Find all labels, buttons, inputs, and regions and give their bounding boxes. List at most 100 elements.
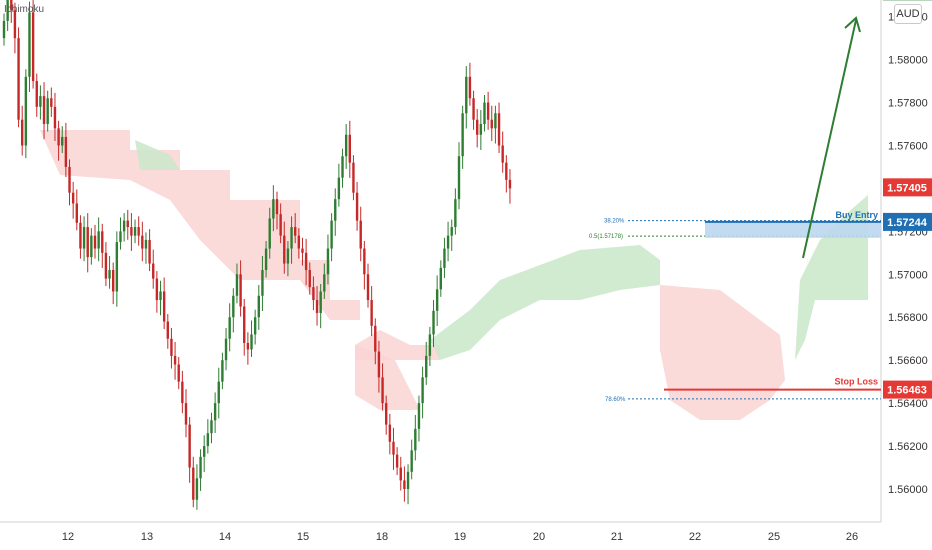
candle-body (483, 102, 486, 125)
price-tick-label: 1.56800 (888, 312, 928, 324)
candle-body (46, 98, 49, 125)
candle-body (268, 218, 271, 249)
price-tag-bg (883, 380, 932, 399)
stop-loss-label: Stop Loss (834, 377, 878, 387)
candle-body (355, 192, 359, 221)
candle-body (192, 467, 195, 500)
candle-body (224, 338, 228, 361)
currency-button[interactable]: AUD (894, 4, 922, 24)
candle-body (235, 274, 239, 296)
candle-body (410, 450, 413, 472)
candle-body (188, 424, 191, 468)
candle-body (64, 136, 68, 167)
candle-body (53, 106, 57, 129)
candle-body (126, 220, 129, 228)
date-tick-label: 15 (297, 531, 309, 543)
candle-body (403, 480, 406, 489)
date-tick-label: 26 (846, 531, 858, 543)
candle-body (90, 235, 93, 258)
candle-body (31, 12, 35, 82)
candle-body (388, 424, 392, 442)
price-tag: 1.57405 (883, 178, 932, 197)
candle-body (28, 12, 31, 77)
candle-body (468, 76, 472, 99)
candle-body (283, 235, 286, 264)
fib-label: 0.5(1.57178) (589, 234, 623, 240)
candle-body (279, 214, 282, 236)
candle-body (137, 227, 140, 236)
price-tag: 1.57244 (883, 212, 932, 231)
candle-body (206, 433, 210, 447)
candle-body (21, 119, 24, 146)
candle-body (359, 220, 362, 249)
candle-body (352, 162, 355, 193)
fib-label: 38.20% (604, 219, 625, 225)
candle-body (199, 456, 202, 479)
candle-body (308, 270, 311, 288)
projection-arrow (802, 19, 857, 259)
candle-body (476, 119, 479, 135)
candle-body (50, 98, 53, 107)
candle-body (57, 128, 60, 146)
candle-body (166, 321, 169, 339)
candle-body (312, 287, 315, 301)
candle-body (246, 343, 250, 350)
candle-body (177, 364, 180, 382)
candle-body (17, 38, 20, 120)
candle-body (486, 102, 490, 120)
candle-body (13, 10, 17, 39)
candle-body (257, 295, 260, 318)
candle-body (133, 227, 137, 236)
candle-body (461, 113, 464, 157)
candle-body (344, 134, 348, 157)
candle-body (425, 355, 428, 378)
price-tick-label: 1.57000 (888, 269, 928, 281)
candle-body (181, 381, 184, 404)
date-tick-label: 21 (611, 531, 623, 543)
candle-body (184, 403, 188, 425)
price-tag-bg (883, 212, 932, 231)
candle-body (122, 220, 126, 232)
ichimoku-cloud-4 (430, 245, 660, 360)
candle-body (490, 119, 493, 129)
date-tick-label: 13 (141, 531, 153, 543)
candle-body (86, 227, 89, 258)
candle-body (10, 0, 13, 11)
candle-body (6, 0, 9, 21)
date-tick-label: 22 (689, 531, 701, 543)
candle-body (162, 291, 166, 322)
price-tag-text: 1.56463 (887, 385, 927, 397)
ichimoku-cloud-5 (660, 285, 785, 420)
fib-label: 78.60% (605, 397, 626, 403)
candle-body (290, 227, 293, 249)
candle-body (101, 231, 104, 253)
candle-body (435, 289, 439, 311)
candle-body (130, 227, 133, 236)
candle-body (454, 199, 457, 228)
buy-entry-zone (705, 221, 881, 238)
date-tick-label: 18 (376, 531, 388, 543)
candle-body (82, 227, 86, 249)
indicator-label[interactable]: Ichimoku (4, 4, 45, 15)
candle-body (272, 199, 275, 219)
candle-body (104, 252, 108, 279)
candle-body (465, 76, 468, 114)
candle-body (213, 403, 217, 421)
candle-body (334, 199, 337, 221)
candle-body (323, 274, 326, 292)
candle-body (501, 145, 504, 163)
candle-body (417, 403, 421, 429)
candle-body (35, 81, 38, 107)
candle-body (363, 248, 366, 275)
candle-body (144, 239, 148, 249)
price-tick-label: 1.57600 (888, 140, 928, 152)
candle-body (319, 291, 322, 313)
candle-body (392, 441, 395, 455)
candle-body (348, 134, 351, 163)
price-tag: 1.56463 (883, 380, 932, 399)
price-tag-text: 1.57244 (887, 217, 928, 229)
candle-body (395, 454, 399, 468)
candle-body (432, 310, 435, 335)
candle-body (406, 471, 410, 489)
